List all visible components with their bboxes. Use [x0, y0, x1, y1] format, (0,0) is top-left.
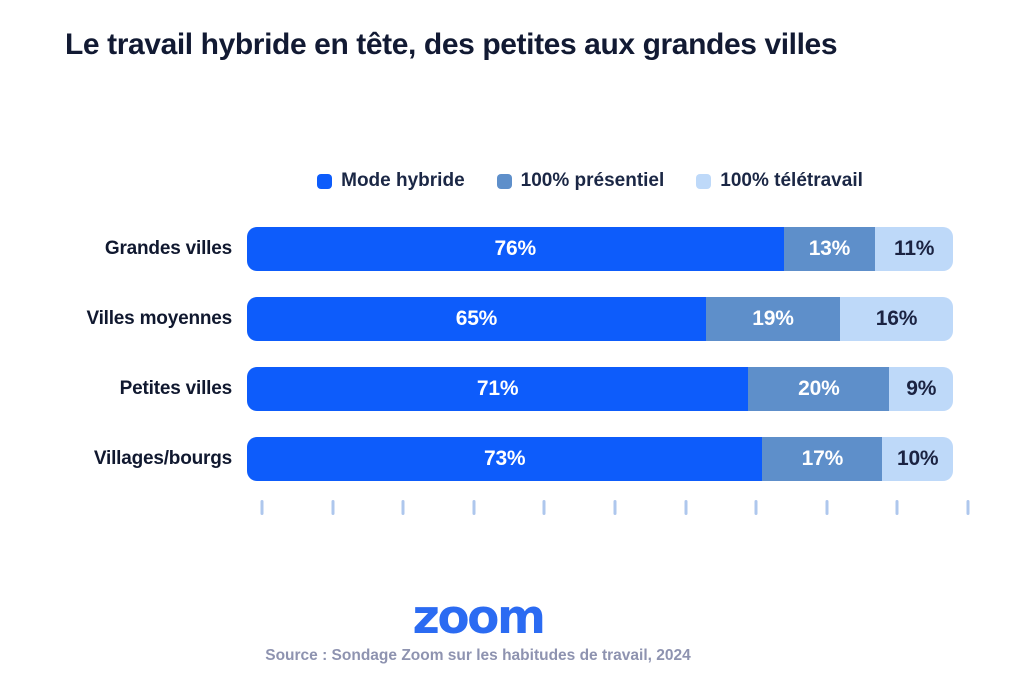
x-axis-ticks — [260, 500, 970, 516]
category-label: Villages/bourgs — [93, 448, 232, 469]
bar-chart: Grandes villes 76% 13% 11% Villes moyennes 65… — [0, 227, 1024, 507]
chart-row: Villages/bourgs 73% 17% 10% — [0, 437, 1024, 481]
axis-tick — [684, 500, 688, 515]
bar-segment: 11% — [875, 227, 953, 271]
stacked-bar: 76% 13% 11% — [247, 227, 953, 271]
axis-tick — [542, 500, 546, 515]
stacked-bar: 65% 19% 16% — [247, 297, 953, 341]
bar-segment: 71% — [247, 367, 749, 411]
legend-label: Mode hybride — [341, 170, 465, 191]
axis-tick — [472, 500, 476, 515]
legend-label: 100% présentiel — [520, 170, 665, 191]
bar-segment: 19% — [705, 297, 841, 341]
chart-row: Petites villes 71% 20% 9% — [0, 367, 1024, 411]
bar-segment: 10% — [882, 437, 953, 481]
footer: zoom Source : Sondage Zoom sur les habit… — [0, 594, 956, 665]
bar-segment: 9% — [889, 367, 953, 411]
legend-swatch-mode-hybride — [317, 173, 333, 189]
stacked-bar: 71% 20% 9% — [247, 367, 953, 411]
axis-tick — [331, 500, 335, 515]
legend-label: 100% télétravail — [720, 170, 863, 191]
axis-tick — [613, 500, 617, 515]
axis-tick — [260, 500, 264, 515]
legend: Mode hybride 100% présentiel 100% télétr… — [262, 170, 968, 192]
bar-segment: 17% — [762, 437, 883, 481]
bar-rows: Grandes villes 76% 13% 11% Villes moyennes 65… — [0, 227, 1024, 481]
chart-row: Villes moyennes 65% 19% 16% — [0, 297, 1024, 341]
axis-tick — [401, 500, 405, 515]
bar-segment: 13% — [783, 227, 876, 271]
zoom-logo: zoom — [412, 590, 546, 645]
bar-segment: 65% — [247, 297, 706, 341]
source-text: Source : Sondage Zoom sur les habitudes … — [265, 647, 691, 664]
bar-segment: 76% — [247, 227, 784, 271]
category-label: Grandes villes — [104, 238, 232, 259]
bar-segment: 73% — [247, 437, 763, 481]
axis-tick — [825, 500, 829, 515]
bar-segment: 20% — [748, 367, 890, 411]
chart-row: Grandes villes 76% 13% 11% — [0, 227, 1024, 271]
legend-item-teletravail: 100% télétravail — [696, 170, 863, 192]
axis-tick — [966, 500, 970, 515]
bar-segment: 16% — [840, 297, 953, 341]
legend-swatch-presentiel — [496, 173, 512, 189]
legend-item-presentiel: 100% présentiel — [496, 170, 665, 192]
category-label: Villes moyennes — [86, 308, 232, 329]
category-label: Petites villes — [119, 378, 233, 399]
stacked-bar: 73% 17% 10% — [247, 437, 953, 481]
legend-swatch-teletravail — [696, 173, 712, 189]
axis-tick — [754, 500, 758, 515]
axis-tick — [895, 500, 899, 515]
chart-title: Le travail hybride en tête, des petites … — [65, 28, 838, 61]
legend-item-mode-hybride: Mode hybride — [317, 170, 465, 192]
